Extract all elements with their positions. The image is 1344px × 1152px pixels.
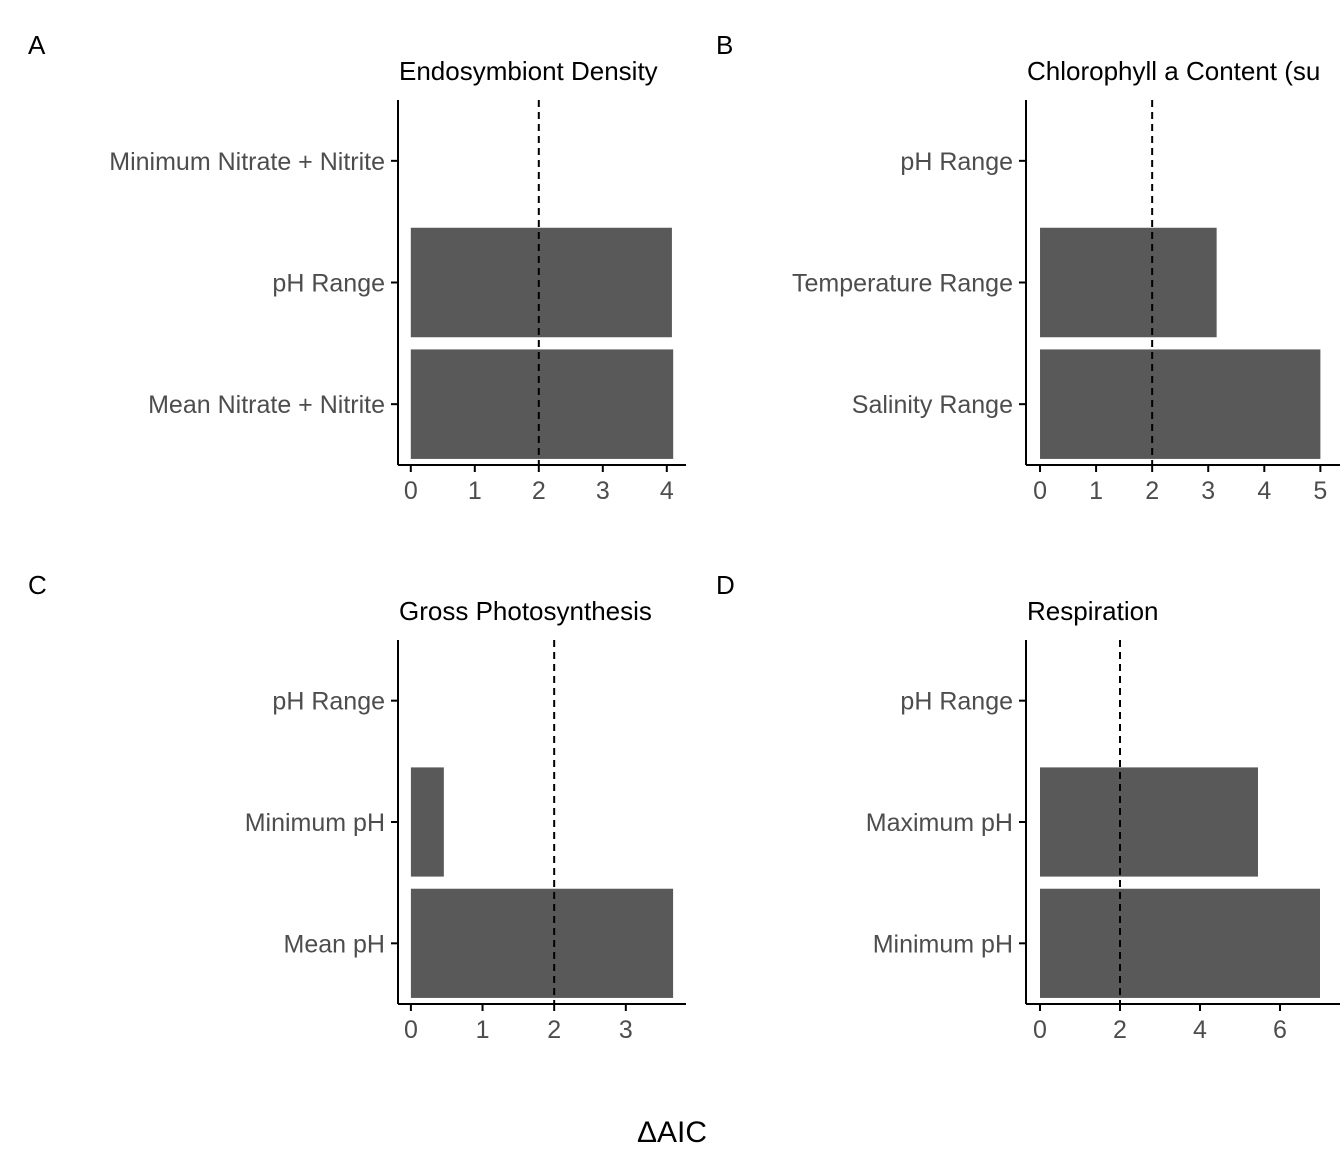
panel-title: Chlorophyll a Content (su	[1027, 56, 1320, 86]
x-axis-label: ΔAIC	[637, 1116, 707, 1149]
bar	[410, 227, 672, 338]
x-tick-label: 0	[404, 477, 418, 505]
x-tick-label: 3	[619, 1016, 633, 1044]
x-tick-label: 2	[1145, 477, 1159, 505]
category-label: Temperature Range	[792, 270, 1013, 298]
bar	[410, 349, 674, 459]
x-tick-label: 1	[476, 1016, 490, 1044]
category-label: Minimum pH	[873, 930, 1013, 958]
x-tick-label: 2	[1113, 1016, 1127, 1044]
panel-tag: C	[28, 570, 47, 600]
x-tick-label: 1	[468, 477, 482, 505]
bar	[1040, 227, 1217, 338]
bar	[410, 767, 444, 877]
bar	[1040, 888, 1320, 998]
x-tick-label: 0	[1033, 477, 1047, 505]
x-tick-label: 6	[1273, 1016, 1287, 1044]
bar	[1040, 767, 1258, 877]
x-tick-label: 2	[547, 1016, 561, 1044]
category-label: Mean pH	[284, 930, 385, 958]
panel-title: Respiration	[1027, 596, 1159, 626]
panel-title: Endosymbiont Density	[399, 56, 658, 86]
bar	[1040, 349, 1321, 459]
panel-tag: B	[716, 30, 733, 60]
panel-title: Gross Photosynthesis	[399, 596, 652, 626]
x-tick-label: 3	[596, 477, 610, 505]
category-label: Mean Nitrate + Nitrite	[148, 391, 385, 419]
category-label: Minimum pH	[245, 809, 385, 837]
x-tick-label: 1	[1089, 477, 1103, 505]
x-tick-label: 0	[1033, 1016, 1047, 1044]
panel-tag: A	[28, 30, 46, 60]
category-label: Salinity Range	[852, 391, 1013, 419]
category-label: Minimum Nitrate + Nitrite	[109, 148, 385, 176]
x-tick-label: 4	[660, 477, 674, 505]
x-tick-label: 4	[1257, 477, 1271, 505]
x-tick-label: 4	[1193, 1016, 1207, 1044]
category-label: pH Range	[900, 688, 1013, 716]
category-label: pH Range	[272, 270, 385, 298]
panel-a: A Endosymbiont Density Mean Nitrate + Nitr…	[28, 30, 686, 505]
panel-b: B Chlorophyll a Content (su Salinity Range…	[716, 30, 1340, 505]
category-label: pH Range	[900, 148, 1013, 176]
panel-tag: D	[716, 570, 735, 600]
x-tick-label: 0	[404, 1016, 418, 1044]
x-tick-label: 3	[1201, 477, 1215, 505]
x-tick-label: 5	[1313, 477, 1327, 505]
x-tick-label: 2	[532, 477, 546, 505]
bar	[410, 888, 674, 998]
panel-d: D Respiration Minimum pH Maximum pH pH Range…	[716, 570, 1340, 1044]
panel-c: C Gross Photosynthesis Mean pH Minimum pH pH…	[28, 570, 686, 1044]
category-label: pH Range	[272, 688, 385, 716]
category-label: Maximum pH	[866, 809, 1013, 837]
